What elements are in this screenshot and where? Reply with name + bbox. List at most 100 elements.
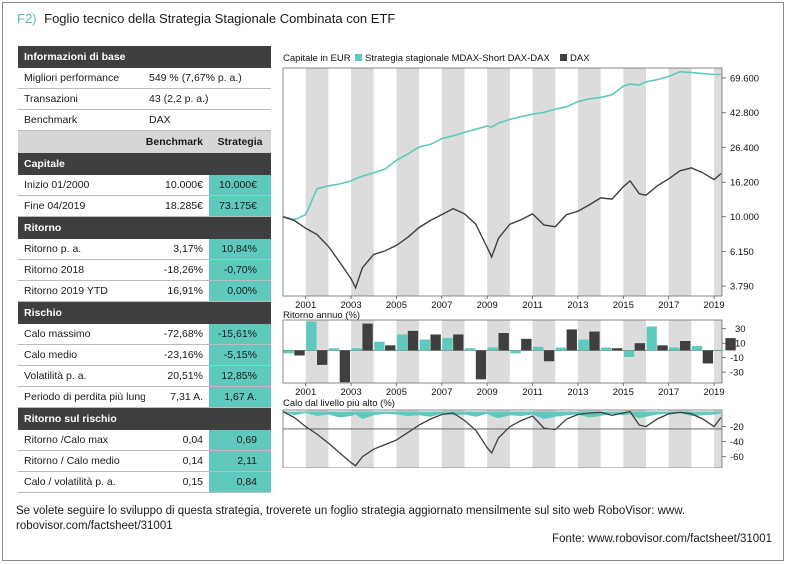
x-tick-label: 2009 (477, 300, 498, 311)
benchmark-value: 7,31 A. (170, 391, 203, 403)
x-tick-label: 2001 (295, 387, 316, 398)
x-tick-label: 2007 (431, 300, 452, 311)
figure-title: F2) Foglio tecnico della Strategia Stagi… (17, 11, 395, 26)
row-value: DAX (149, 114, 171, 126)
x-tick-label: 2007 (431, 387, 452, 398)
column-headers: Benchmark Strategia (18, 131, 271, 153)
x-tick-label: 2019 (703, 387, 724, 398)
year-band (714, 410, 722, 468)
strategy-value: 1,67 A. (209, 387, 271, 407)
benchmark-value: 3,17% (173, 243, 203, 255)
year-band (668, 320, 692, 383)
section-header-base: Informazioni di base (18, 46, 271, 68)
strategy-value: 0,00% (209, 281, 271, 301)
bar-dax (407, 330, 419, 351)
y-tick-label: 69.600 (730, 73, 759, 84)
y-tick-label: -20 (730, 422, 744, 433)
year-band (396, 68, 420, 296)
benchmark-value: -72,68% (163, 328, 203, 340)
year-band (623, 320, 646, 383)
year-band (487, 320, 510, 383)
legend-swatch-strategy (355, 54, 362, 61)
chart-title-drawdown: Calo dal livello più alto (%) (283, 398, 395, 409)
bar-dax (339, 350, 351, 383)
year-band (441, 320, 465, 383)
charts-svg: Capitale in EUR Strategia stagionale MDAX… (282, 53, 759, 483)
year-band (305, 68, 329, 296)
strategy-value: -0,70% (209, 260, 271, 280)
benchmark-value: 0,15 (182, 476, 203, 488)
strategy-value: 0,69 (209, 430, 271, 450)
figure-title-text: Foglio tecnico della Strategia Stagional… (44, 11, 396, 26)
row-label: Ritorno 2019 YTD (24, 285, 108, 297)
source-line: Fonte: www.robovisor.com/factsheet/31001 (552, 533, 772, 545)
x-tick-label: 2009 (477, 387, 498, 398)
table-sections: Capitale Inizio 01/2000 10.000€ 10.000€ Fine… (18, 153, 271, 493)
year-band (396, 410, 420, 468)
strategy-value: 10.000€ (209, 175, 271, 195)
charts-panel: Capitale in EUR Strategia stagionale MDAX… (281, 48, 771, 483)
legend-swatch-dax (560, 54, 567, 61)
year-band (396, 320, 420, 383)
bar-strategy (691, 346, 703, 351)
column-header-strategy: Strategia (217, 136, 263, 148)
bar-dax (634, 343, 645, 351)
legend-strategy: Strategia stagionale MDAX-Short DAX-DAX (365, 53, 550, 64)
section-header: Ritorno (18, 217, 271, 239)
table-row: Ritorno 2018 -18,26% -0,70% (18, 260, 271, 281)
table-row: Calo medio -23,16% -5,15% (18, 345, 271, 366)
x-tick-label: 2019 (703, 300, 724, 311)
row-label: Calo massimo (24, 328, 91, 340)
y-tick-label: 30 (735, 324, 746, 335)
bar-dax (430, 334, 441, 351)
bar-dax (362, 323, 373, 351)
figure-id: F2) (17, 11, 37, 26)
x-tick-label: 2013 (567, 387, 588, 398)
chart-title-capital: Capitale in EUR (283, 53, 351, 64)
bar-strategy (623, 350, 635, 357)
year-band (577, 410, 601, 468)
row-label: Ritorno 2018 (24, 264, 85, 276)
row-label: Migliori performance (24, 72, 120, 84)
y-tick-label: 6.150 (730, 247, 754, 258)
table-row: Periodo di perdita più lungo 7,31 A. 1,67 … (18, 387, 271, 408)
y-tick-label: 42.800 (730, 108, 759, 119)
section-header: Ritorno sul rischio (18, 408, 271, 430)
section-header: Rischio (18, 302, 271, 324)
year-band (577, 68, 601, 296)
strategy-value: 73.175€ (209, 196, 271, 216)
bar-dax (566, 329, 577, 351)
table-row: Calo / volatilità p. a. 0,15 0,84 (18, 472, 271, 493)
x-tick-label: 2017 (658, 300, 679, 311)
table-row: Ritorno 2019 YTD 16,91% 0,00% (18, 281, 271, 302)
year-band (441, 410, 465, 468)
row-label: Fine 04/2019 (24, 200, 86, 212)
table-row: Ritorno p. a. 3,17% 10,84% (18, 239, 271, 260)
bar-dax (453, 334, 464, 351)
table-row: Transazioni 43 (2,2 p. a.) (18, 89, 271, 110)
benchmark-value: 10.000€ (165, 179, 203, 191)
table-row: Calo massimo -72,68% -15,61% (18, 324, 271, 345)
bar-dax (657, 345, 668, 351)
bar-strategy (487, 347, 499, 351)
x-tick-label: 2017 (658, 387, 679, 398)
x-tick-label: 2001 (295, 300, 316, 311)
bar-strategy (351, 348, 362, 351)
bar-dax (498, 333, 509, 351)
row-label: Ritorno / Calo medio (24, 455, 120, 467)
table-row: Ritorno /Calo max 0,04 0,69 (18, 430, 271, 451)
bar-strategy (442, 338, 453, 351)
bar-strategy (578, 339, 589, 351)
bar-strategy (374, 341, 385, 351)
benchmark-value: 0,14 (182, 455, 203, 467)
row-value: 43 (2,2 p. a.) (149, 93, 209, 105)
series-line-dax-drawdown (282, 410, 722, 467)
y-tick-label: 3.790 (730, 282, 754, 293)
x-tick-label: 2005 (386, 387, 407, 398)
year-band (441, 68, 465, 296)
row-label: Calo medio (24, 349, 78, 361)
row-value: 549 % (7,67% p. a.) (149, 72, 242, 84)
benchmark-value: -18,26% (163, 264, 203, 276)
series-line-strategy (282, 70, 721, 221)
section-header: Capitale (18, 153, 271, 175)
